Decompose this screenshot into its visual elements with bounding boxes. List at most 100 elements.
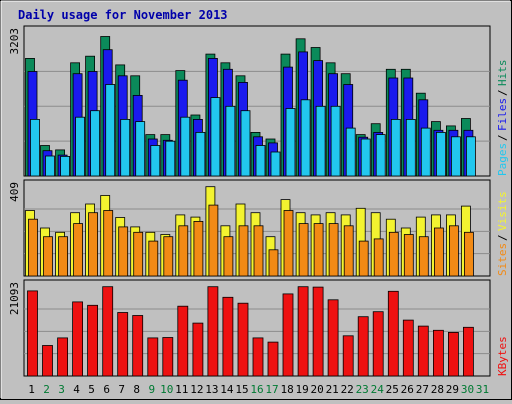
- bar-requests-pages-21: [330, 105, 341, 177]
- x-tick-22: 22: [341, 383, 354, 396]
- bar-visits-sites-13: [208, 204, 219, 277]
- bar-visits-sites-15: [238, 225, 249, 277]
- bar-requests-pages-27: [420, 127, 431, 177]
- bar-kbytes-kbytes-4: [72, 301, 83, 377]
- bar-kbytes-kbytes-7: [117, 312, 129, 377]
- bar-kbytes-kbytes-1: [27, 290, 38, 377]
- legend-separator: /: [496, 134, 509, 141]
- bar-visits-sites-1: [28, 218, 38, 277]
- x-tick-5: 5: [88, 383, 95, 396]
- x-tick-12: 12: [190, 383, 203, 396]
- bar-visits-sites-6: [103, 210, 114, 277]
- x-tick-26: 26: [401, 383, 414, 396]
- bar-visits-sites-5: [88, 212, 98, 277]
- bar-visits-sites-30: [463, 231, 474, 277]
- bar-requests-pages-2: [45, 155, 55, 177]
- bar-kbytes-kbytes-22: [342, 335, 354, 377]
- bar-requests-pages-6: [105, 84, 116, 177]
- bar-visits-sites-26: [403, 234, 414, 277]
- legend-files: Files: [496, 98, 509, 131]
- bar-requests-pages-10: [165, 140, 176, 177]
- x-tick-10: 10: [160, 383, 173, 396]
- bar-kbytes-kbytes-16: [252, 337, 264, 377]
- bar-requests-pages-15: [240, 110, 251, 177]
- x-tick-17: 17: [265, 383, 278, 396]
- bar-kbytes-kbytes-21: [327, 299, 339, 377]
- x-tick-1: 1: [28, 383, 35, 396]
- legend-separator: /: [496, 89, 509, 96]
- bar-visits-sites-12: [193, 220, 204, 277]
- bar-kbytes-kbytes-2: [42, 345, 53, 377]
- bar-kbytes-kbytes-9: [147, 337, 159, 377]
- bar-kbytes-kbytes-30: [462, 326, 474, 377]
- bar-visits-sites-11: [178, 225, 189, 277]
- bar-requests-pages-13: [210, 97, 221, 177]
- bar-visits-sites-14: [223, 236, 234, 277]
- bar-requests-pages-9: [150, 145, 161, 177]
- bar-requests-pages-17: [270, 151, 281, 177]
- x-tick-25: 25: [386, 383, 399, 396]
- bar-kbytes-kbytes-5: [87, 304, 98, 377]
- bar-kbytes-kbytes-10: [162, 337, 174, 377]
- x-tick-23: 23: [356, 383, 369, 396]
- bar-requests-pages-12: [195, 131, 206, 177]
- bar-visits-sites-28: [433, 227, 444, 277]
- bar-requests-pages-26: [405, 119, 416, 177]
- bar-visits-sites-18: [283, 210, 294, 277]
- legend-kbytes: KBytes: [496, 336, 509, 376]
- bar-visits-sites-2: [43, 236, 53, 277]
- bar-requests-pages-24: [375, 134, 386, 177]
- x-tick-16: 16: [250, 383, 263, 396]
- bar-kbytes-kbytes-28: [432, 329, 444, 377]
- x-tick-20: 20: [310, 383, 323, 396]
- bar-kbytes-kbytes-12: [192, 322, 204, 377]
- x-tick-7: 7: [118, 383, 125, 396]
- bar-kbytes-kbytes-13: [207, 286, 219, 377]
- bar-visits-sites-27: [418, 236, 429, 277]
- bar-visits-sites-17: [268, 249, 279, 277]
- bar-requests-pages-11: [180, 116, 191, 177]
- bar-requests-pages-30: [465, 136, 476, 177]
- x-tick-29: 29: [446, 383, 459, 396]
- legend-visits: Visits: [496, 191, 509, 231]
- bar-kbytes-kbytes-15: [237, 302, 249, 377]
- x-tick-31: 31: [476, 383, 489, 396]
- bar-kbytes-kbytes-23: [357, 316, 369, 377]
- x-tick-13: 13: [205, 383, 218, 396]
- x-tick-28: 28: [431, 383, 444, 396]
- x-tick-15: 15: [235, 383, 248, 396]
- x-tick-14: 14: [220, 383, 234, 396]
- bar-kbytes-kbytes-24: [372, 311, 384, 377]
- bar-requests-pages-16: [255, 145, 266, 177]
- bar-kbytes-kbytes-25: [387, 290, 399, 377]
- x-tick-9: 9: [148, 383, 155, 396]
- x-tick-3: 3: [58, 383, 65, 396]
- bar-requests-pages-20: [315, 105, 326, 177]
- legend-sites: Sites: [496, 243, 509, 276]
- bar-visits-sites-7: [118, 226, 129, 277]
- bar-visits-sites-23: [358, 240, 369, 277]
- bar-kbytes-kbytes-20: [312, 286, 324, 377]
- bar-requests-pages-23: [360, 138, 371, 177]
- bar-visits-sites-24: [373, 238, 384, 277]
- bar-requests-pages-8: [135, 121, 146, 177]
- bar-requests-pages-7: [120, 119, 131, 177]
- bar-visits-sites-3: [58, 236, 68, 277]
- bar-requests-pages-18: [285, 108, 296, 177]
- x-tick-8: 8: [133, 383, 140, 396]
- bar-visits-sites-8: [133, 231, 144, 277]
- x-tick-24: 24: [371, 383, 385, 396]
- x-tick-6: 6: [103, 383, 110, 396]
- legend-separator: /: [496, 234, 509, 241]
- legend-hits: Hits: [496, 60, 509, 87]
- bar-kbytes-kbytes-17: [267, 341, 279, 377]
- bar-kbytes-kbytes-26: [402, 319, 414, 377]
- bar-kbytes-kbytes-29: [447, 331, 459, 377]
- x-tick-21: 21: [326, 383, 339, 396]
- bar-kbytes-kbytes-19: [297, 286, 309, 377]
- bar-requests-pages-22: [345, 127, 356, 177]
- bar-requests-pages-29: [450, 136, 461, 177]
- bar-visits-sites-10: [163, 236, 174, 277]
